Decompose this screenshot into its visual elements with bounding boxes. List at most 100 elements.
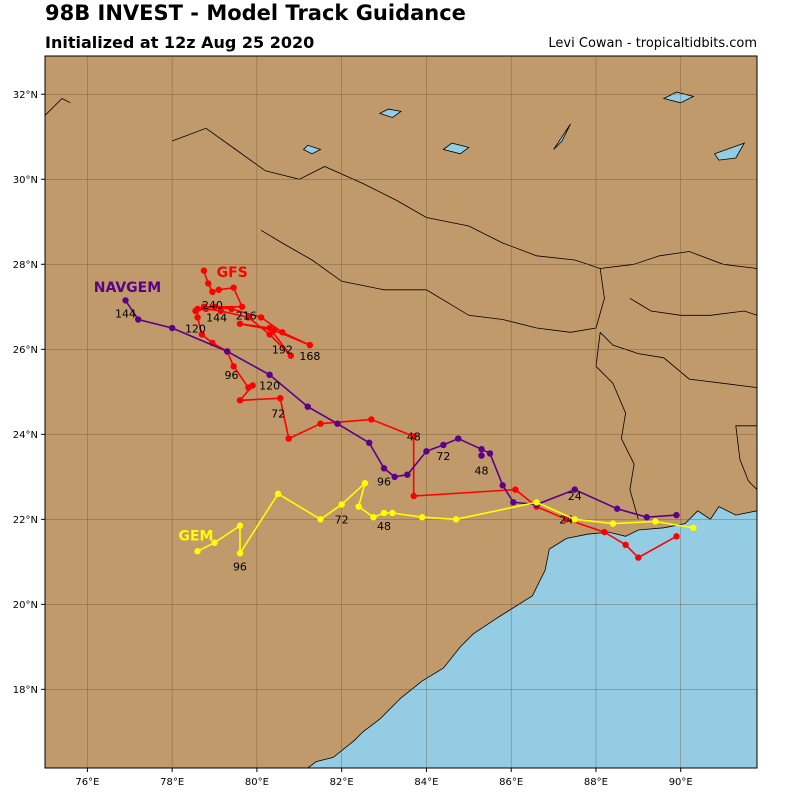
track-point — [380, 465, 388, 472]
track-point — [238, 303, 246, 310]
track-point — [236, 522, 244, 529]
lon-tick-label: 84°E — [414, 777, 438, 788]
track-point — [209, 288, 216, 296]
track-point — [643, 514, 651, 521]
init-time-subtitle: Initialized at 12z Aug 25 2020 — [45, 33, 315, 52]
track-point — [194, 548, 201, 555]
track-point — [512, 486, 519, 493]
track-gem: 48 72 96 GEM — [179, 480, 697, 573]
forecast-hour-label: 144 — [115, 307, 136, 320]
track-point — [609, 520, 617, 527]
track-point — [304, 403, 311, 410]
lat-tick-label: 18°N — [13, 685, 38, 696]
track-point — [236, 320, 244, 327]
lat-tick-label: 20°N — [13, 600, 38, 611]
track-point — [334, 420, 341, 427]
forecast-hour-label: 192 — [272, 344, 293, 357]
forecast-hour-label: 96 — [233, 560, 247, 573]
forecast-hour-label: 120 — [185, 322, 206, 335]
track-point — [338, 501, 345, 508]
track-point — [478, 445, 485, 453]
track-point — [266, 371, 273, 379]
water-layer — [302, 91, 757, 768]
track-point — [455, 435, 462, 442]
forecast-hour-label: 96 — [224, 369, 238, 382]
forecast-hour-label: 120 — [259, 380, 280, 393]
track-point — [499, 482, 506, 489]
forecast-hour-label: 72 — [436, 450, 450, 463]
track-point — [635, 554, 642, 561]
model-tracks: 24487296120144168192216240GFS24487296120… — [94, 265, 697, 573]
track-point — [230, 284, 237, 291]
track-point — [228, 305, 235, 313]
track-point — [317, 420, 324, 427]
track-point — [266, 331, 273, 338]
forecast-hour-label: 168 — [299, 350, 320, 363]
forecast-hour-label: 24 — [568, 490, 582, 503]
forecast-hour-label: 240 — [202, 299, 223, 312]
country-border — [171, 127, 757, 269]
track-point — [236, 550, 244, 557]
track-point — [168, 324, 176, 332]
forecast-hour-label: 144 — [206, 312, 227, 325]
track-point — [285, 435, 292, 442]
track-point — [277, 394, 284, 402]
model-name-label: GFS — [217, 265, 248, 281]
track-point — [418, 514, 426, 521]
track-point — [452, 516, 460, 523]
country-border — [629, 297, 757, 316]
lon-tick-label: 78°E — [160, 777, 184, 788]
track-point — [245, 314, 252, 321]
track-point — [361, 480, 369, 487]
track-point — [274, 490, 282, 498]
lake — [713, 142, 746, 161]
lat-tick-label: 30°N — [13, 175, 38, 186]
country-border — [735, 425, 757, 490]
track-point — [613, 505, 621, 512]
track-point — [204, 280, 212, 287]
lon-tick-label: 80°E — [245, 777, 269, 788]
track-point — [563, 516, 570, 523]
lake — [553, 123, 571, 150]
track-point — [410, 433, 417, 440]
track-point — [279, 329, 286, 336]
track-point — [192, 307, 199, 315]
lon-tick-label: 90°E — [669, 777, 693, 788]
track-point — [230, 363, 237, 370]
track-point — [440, 441, 447, 449]
track-point — [236, 397, 244, 404]
lon-tick-label: 76°E — [75, 777, 99, 788]
lon-tick-label: 86°E — [499, 777, 523, 788]
country-borders — [45, 98, 757, 520]
track-point — [200, 303, 208, 310]
track-point — [486, 450, 494, 457]
track-point — [122, 297, 129, 304]
track-point — [673, 533, 680, 540]
track-point — [366, 439, 373, 447]
track-point — [404, 471, 411, 478]
track-point — [245, 384, 252, 391]
track-point — [391, 473, 398, 481]
forecast-hour-label: 216 — [236, 310, 257, 323]
lat-tick-label: 24°N — [13, 430, 38, 441]
track-point — [571, 516, 578, 523]
lat-tick-label: 28°N — [13, 260, 38, 271]
axis-ticks: 76°E 78°E 80°E 82°E 84°E 86°E 88°E 90°E 18°N 20°N… — [13, 90, 693, 788]
country-border — [45, 98, 71, 116]
lat-tick-label: 26°N — [13, 345, 38, 356]
track-point — [601, 528, 608, 536]
track-point — [690, 524, 697, 532]
lat-tick-label: 22°N — [13, 515, 38, 526]
lake — [302, 144, 322, 155]
lon-tick-label: 88°E — [584, 777, 608, 788]
track-point — [198, 331, 206, 338]
country-border — [595, 332, 639, 520]
track-point — [510, 499, 517, 506]
track-point — [673, 511, 680, 519]
track-point — [355, 503, 362, 510]
lat-tick-label: 32°N — [13, 90, 38, 101]
track-point — [224, 348, 231, 355]
credit-text: Levi Cowan - tropicaltidbits.com — [548, 36, 757, 51]
